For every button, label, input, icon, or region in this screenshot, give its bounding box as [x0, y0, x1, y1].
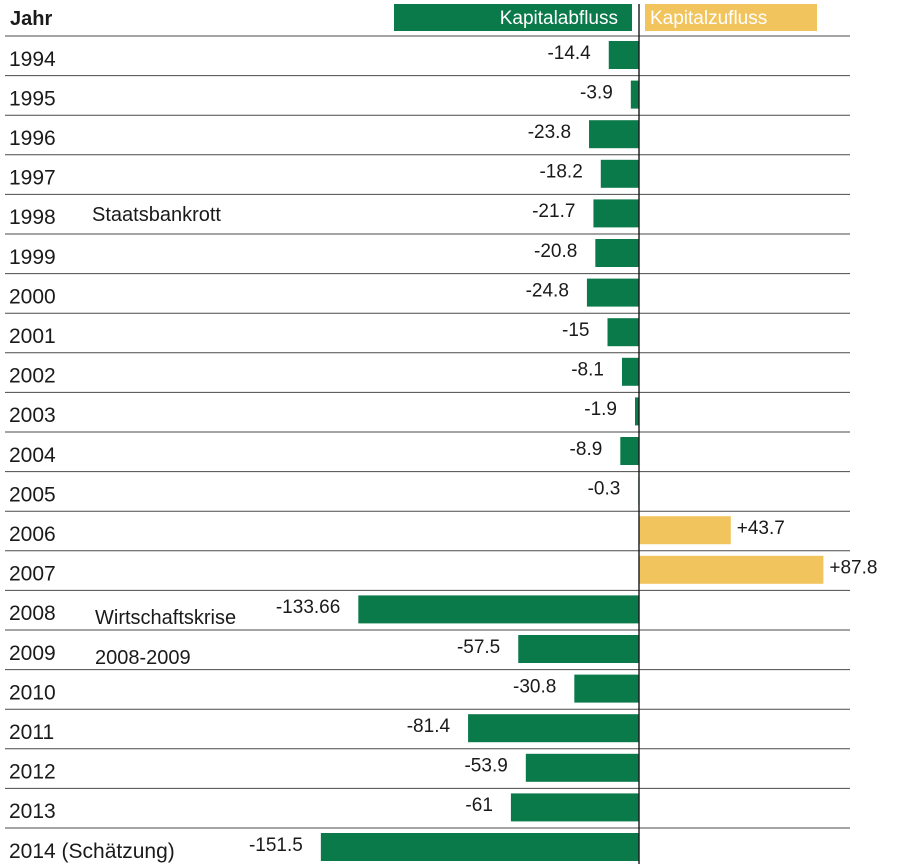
category-label: 1999 — [9, 246, 56, 269]
bar-outflow — [518, 635, 639, 663]
category-label: 2003 — [9, 404, 56, 427]
legend-label-outflow: Kapitalabfluss — [500, 8, 618, 29]
data-label: -81.4 — [407, 716, 451, 737]
bar-outflow — [586, 278, 639, 307]
bar-outflow — [595, 239, 639, 267]
category-label: 2013 — [9, 800, 56, 823]
data-label: -8.9 — [570, 439, 603, 460]
bar-outflow — [630, 80, 639, 109]
category-label: 2012 — [9, 761, 56, 784]
bar-outflow — [635, 397, 639, 426]
bar-outflow — [525, 753, 639, 782]
category-label: 2011 — [9, 721, 54, 744]
bar-outflow — [620, 437, 639, 465]
data-label: -24.8 — [526, 280, 569, 301]
data-label: -1.9 — [584, 399, 617, 420]
data-label: -20.8 — [534, 241, 577, 262]
category-label: 1995 — [9, 87, 56, 110]
annotation: Wirtschaftskrise — [95, 607, 236, 629]
data-label: -0.3 — [588, 478, 621, 499]
category-label: 2007 — [9, 563, 56, 586]
category-label: 2000 — [9, 285, 56, 308]
category-label: 2006 — [9, 523, 56, 546]
category-label: 2002 — [9, 365, 56, 388]
data-label: -53.9 — [464, 756, 507, 777]
category-label: 1997 — [9, 167, 56, 190]
annotation: 2008-2009 — [95, 647, 191, 669]
data-label: -61 — [465, 795, 492, 816]
legend-swatch-outflow — [394, 4, 632, 31]
category-label: 1994 — [9, 48, 56, 71]
category-label: 2005 — [9, 483, 56, 506]
data-label: -8.1 — [571, 360, 604, 381]
category-label: 1996 — [9, 127, 56, 150]
bar-outflow — [358, 595, 639, 624]
bar-outflow — [600, 159, 639, 188]
legend-swatch-inflow — [645, 4, 817, 31]
data-label: -133.66 — [276, 597, 340, 618]
data-label: -3.9 — [580, 82, 613, 103]
data-label: -14.4 — [547, 43, 591, 64]
column-header: Jahr — [10, 8, 52, 30]
legend-label-inflow: Kapitalzufluss — [650, 8, 767, 29]
category-label: 2004 — [9, 444, 56, 467]
data-label: -57.5 — [457, 637, 500, 658]
bar-inflow — [639, 555, 824, 584]
bar-outflow — [574, 674, 639, 703]
category-label: 2001 — [9, 325, 56, 348]
annotation: Staatsbankrott — [92, 204, 221, 226]
data-label: -18.2 — [539, 162, 582, 183]
bar-outflow — [621, 357, 639, 386]
bar-inflow — [639, 516, 731, 545]
bar-outflow — [589, 120, 639, 149]
bar-outflow — [593, 199, 639, 228]
bar-outflow — [510, 793, 639, 822]
bar-outflow — [608, 41, 639, 69]
data-label: -23.8 — [528, 122, 571, 143]
data-label: -151.5 — [249, 835, 303, 856]
bar-outflow — [607, 318, 639, 347]
category-label: 2010 — [9, 681, 56, 704]
bar-outflow — [468, 714, 639, 743]
data-label: +43.7 — [737, 518, 785, 539]
data-label: -21.7 — [532, 201, 575, 222]
category-label: 2009 — [9, 642, 56, 665]
category-label: 1998 — [9, 206, 56, 229]
category-label: 2008 — [9, 602, 56, 625]
data-label: -15 — [562, 320, 589, 341]
category-label: 2014 (Schätzung) — [9, 840, 175, 863]
data-label: -30.8 — [513, 676, 556, 697]
data-label: +87.8 — [829, 558, 877, 579]
bar-outflow — [320, 833, 639, 861]
